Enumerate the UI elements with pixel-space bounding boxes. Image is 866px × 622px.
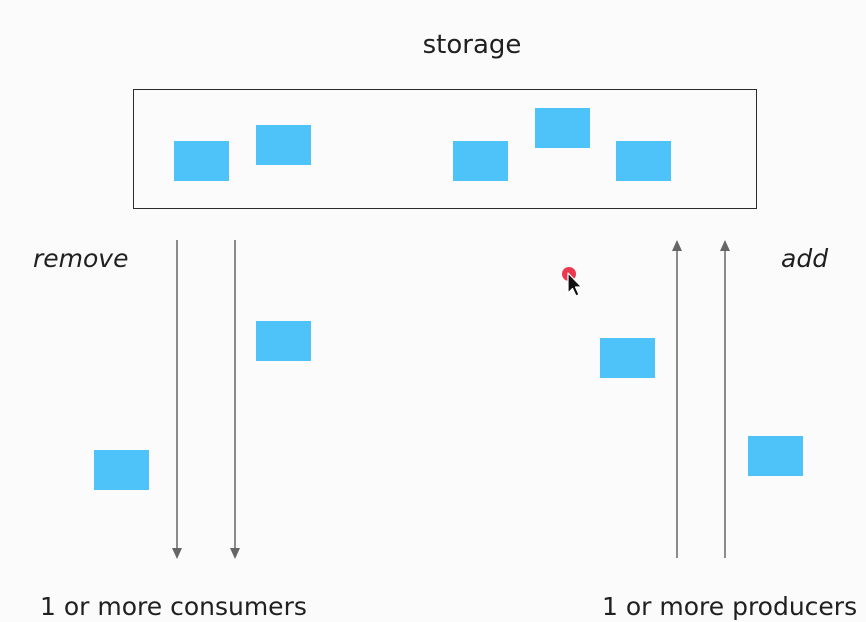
add-arrow-left bbox=[672, 240, 682, 558]
storage-item bbox=[256, 125, 311, 165]
mouse-pointer-icon bbox=[562, 267, 582, 297]
storage-item bbox=[174, 141, 229, 181]
produced-item bbox=[748, 436, 803, 476]
consumed-item bbox=[256, 321, 311, 361]
storage-item bbox=[453, 141, 508, 181]
produced-item bbox=[600, 338, 655, 378]
storage-item bbox=[535, 108, 590, 148]
storage-title: storage bbox=[422, 30, 522, 60]
producers-label: 1 or more producers bbox=[602, 592, 858, 621]
remove-arrow-right bbox=[230, 240, 240, 559]
add-arrow-right bbox=[720, 240, 730, 558]
consumed-item bbox=[94, 450, 149, 490]
consumers-label: 1 or more consumers bbox=[40, 592, 307, 621]
remove-arrow-left bbox=[172, 240, 182, 559]
storage-box bbox=[133, 89, 757, 209]
add-label: add bbox=[781, 244, 829, 273]
storage-item bbox=[616, 141, 671, 181]
remove-label: remove bbox=[33, 244, 129, 273]
